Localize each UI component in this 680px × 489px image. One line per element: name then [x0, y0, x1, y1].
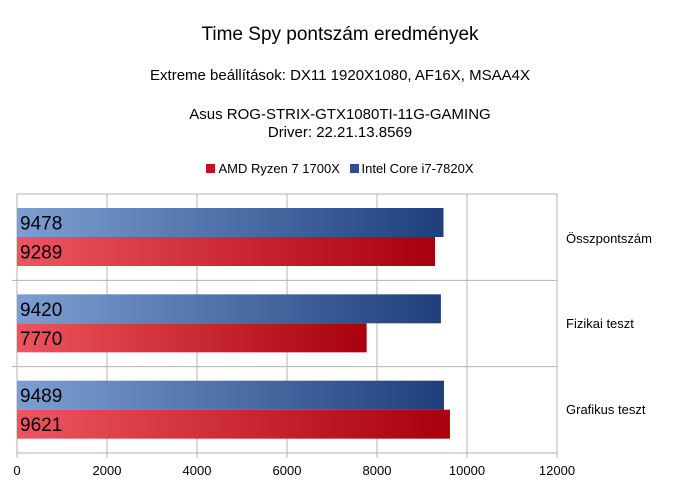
legend-swatch-intel: [349, 164, 359, 173]
legend-label-amd: AMD Ryzen 7 1700X: [218, 161, 340, 176]
data-label: 9420: [20, 300, 62, 321]
chart-subtitle-gpu: Asus ROG-STRIX-GTX1080TI-11G-GAMING: [189, 106, 491, 123]
category-label-total: Összpontszám: [566, 231, 652, 246]
x-tick-label: 12000: [539, 463, 575, 478]
category-label-graphics: Grafikus teszt: [566, 402, 646, 417]
chart-subtitle-driver: Driver: 22.21.13.8569: [267, 124, 413, 141]
chart-title: Time Spy pontszám eredmények: [201, 24, 479, 45]
category-label-physics: Fizikai teszt: [566, 316, 634, 331]
bar-amd: [17, 237, 436, 266]
bar-amd: [17, 323, 367, 353]
x-tick-label: 2000: [93, 463, 122, 478]
bar-intel: [17, 294, 441, 324]
x-tick-label: 6000: [273, 463, 302, 478]
data-label: 9489: [20, 386, 62, 407]
legend-label-intel: Intel Core i7-7820X: [361, 161, 474, 176]
x-tick-label: 4000: [183, 463, 212, 478]
bar-intel: [17, 380, 445, 410]
data-label: 9289: [20, 243, 62, 264]
legend-swatch-amd: [206, 164, 216, 173]
x-tick-label: 10000: [449, 463, 485, 478]
legend-item-amd: AMD Ryzen 7 1700X: [206, 161, 340, 176]
legend-item-intel: Intel Core i7-7820X: [349, 161, 474, 176]
data-label: 9478: [20, 214, 62, 235]
chart-legend: AMD Ryzen 7 1700X Intel Core i7-7820X: [0, 161, 680, 176]
chart-subtitle-settings: Extreme beállítások: DX11 1920X1080, AF1…: [150, 67, 530, 84]
data-label: 9621: [20, 415, 62, 436]
bar-amd: [17, 409, 450, 439]
data-label: 7770: [20, 329, 62, 350]
x-tick-label: 0: [13, 463, 20, 478]
x-tick-label: 8000: [363, 463, 392, 478]
bar-intel: [17, 208, 444, 237]
